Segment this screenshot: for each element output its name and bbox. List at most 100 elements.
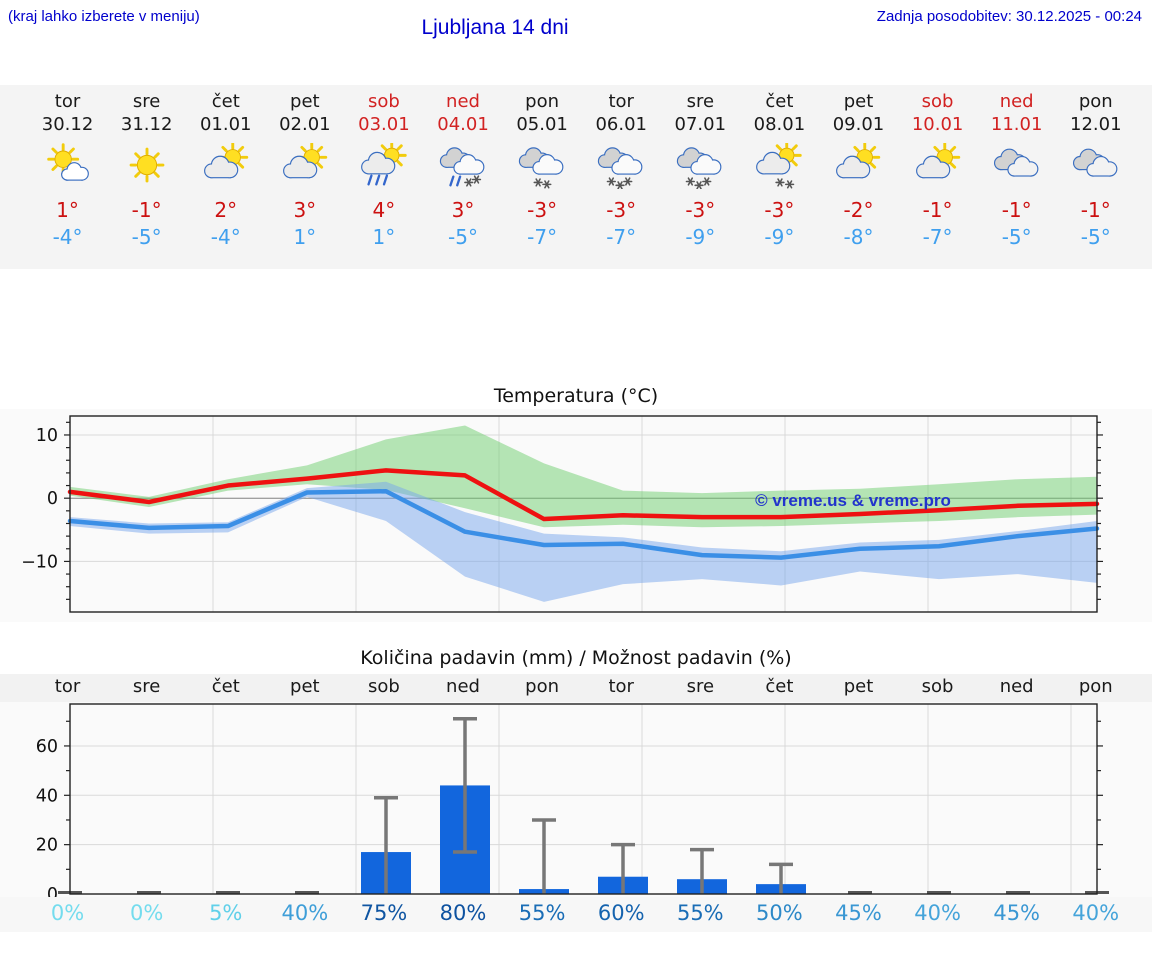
day-column: ned 04.01 3° -5°: [423, 85, 502, 269]
precip-day-label: pon: [525, 676, 560, 697]
day-column: sre 31.12 -1° -5°: [107, 85, 186, 269]
weather-icon-slot: [661, 136, 740, 196]
weather-icon-slot: [740, 136, 819, 196]
day-name: pet: [843, 91, 874, 112]
day-column: pon 05.01 -3° -7°: [503, 85, 582, 269]
clouds-snow-3-icon: [677, 147, 722, 189]
temp-ytick-label: 10: [36, 426, 58, 446]
precip-probability: 0%: [129, 901, 164, 925]
precip-ytick-label: 40: [36, 786, 58, 806]
day-name: čet: [765, 91, 794, 112]
precip-probability: 80%: [439, 901, 487, 925]
day-column: ned 11.01 -1° -5°: [977, 85, 1056, 269]
day-date: 01.01: [199, 114, 252, 135]
precipitation-chart: 0 20 40 60: [0, 702, 1152, 898]
day-column: sob 10.01 -1° -7°: [898, 85, 977, 269]
menu-hint: (kraj lahko izberete v meniju): [8, 8, 200, 25]
day-name: sre: [686, 91, 715, 112]
cloud-sun-icon: [836, 143, 881, 179]
temp-high: -1°: [131, 198, 162, 222]
temp-high: 1°: [56, 198, 79, 222]
day-date: 05.01: [516, 114, 568, 135]
precip-probability: 55%: [518, 901, 566, 925]
page-title: Ljubljana 14 dni: [421, 16, 569, 39]
day-column: tor 06.01 -3° -7°: [582, 85, 661, 269]
precip-day-label: tor: [54, 676, 81, 697]
temp-low: -5°: [1001, 225, 1032, 249]
precip-day-label: sre: [132, 676, 161, 697]
day-date: 04.01: [437, 114, 489, 135]
temperature-chart-title: Temperatura (°C): [493, 385, 659, 407]
day-date: 11.01: [990, 114, 1043, 135]
day-name: tor: [54, 91, 81, 112]
temp-high: -3°: [606, 198, 637, 222]
temp-low: -7°: [922, 225, 953, 249]
precip-probability: 75%: [360, 901, 408, 925]
precip-day-label: sob: [921, 676, 954, 697]
precip-day-label: sob: [368, 676, 400, 697]
temp-high: -1°: [1001, 198, 1032, 222]
day-date: 10.01: [911, 114, 964, 135]
temp-high: -3°: [764, 198, 795, 222]
precip-probability: 40%: [914, 901, 961, 925]
temp-high: -1°: [922, 198, 953, 222]
min-range-band: [70, 481, 1097, 602]
day-column: sre 07.01 -3° -9°: [661, 85, 740, 269]
precip-ytick-label: 60: [36, 737, 58, 757]
precip-day-label: ned: [446, 676, 480, 697]
day-name: sob: [368, 91, 400, 112]
day-column: pon 12.01 -1° -5°: [1056, 85, 1135, 269]
max-range-band: [70, 425, 1097, 528]
weather-icon-slot: [1056, 136, 1135, 196]
sun-small-cloud-icon: [46, 143, 89, 181]
precip-ytick-label: 20: [36, 836, 58, 856]
weather-icon-slot: [503, 136, 582, 196]
precip-day-label: sre: [686, 676, 715, 697]
temp-low: -5°: [1080, 225, 1111, 249]
day-forecast-strip: tor 30.12 1° -4° sre 31.12 -1° -5° čet 01.01 2° -4°…: [0, 85, 1152, 269]
temp-low: -7°: [527, 225, 558, 249]
day-date: 08.01: [753, 114, 806, 135]
temp-low: -5°: [131, 225, 162, 249]
precip-probability: 60%: [597, 901, 645, 925]
temp-low: -4°: [52, 225, 83, 249]
day-column: pet 02.01 3° 1°: [265, 85, 344, 269]
precip-day-label: ned: [999, 676, 1034, 697]
precip-day-label: pet: [290, 676, 320, 697]
day-date: 12.01: [1070, 114, 1122, 135]
precip-day-label: tor: [608, 676, 634, 697]
temp-low: -4°: [210, 225, 241, 249]
temp-low: -9°: [764, 225, 795, 249]
temp-high: 3°: [451, 198, 475, 222]
cloud-sun-rain-icon: [361, 143, 407, 186]
weather-icon-slot: [344, 136, 423, 196]
day-column: pet 09.01 -2° -8°: [819, 85, 898, 269]
day-column: čet 01.01 2° -4°: [186, 85, 265, 269]
day-name: sob: [921, 91, 954, 112]
weather-icon-slot: [582, 136, 661, 196]
precip-ytick-label: 0: [47, 885, 58, 898]
day-name: tor: [608, 91, 634, 112]
temp-high: -3°: [685, 198, 716, 222]
precip-probability: 50%: [756, 901, 803, 925]
weather-icon-slot: [186, 136, 265, 196]
precip-probability: 5%: [209, 901, 243, 925]
precip-day-label: čet: [765, 676, 794, 697]
temp-low: 1°: [372, 225, 396, 249]
day-name: sre: [132, 91, 161, 112]
temp-high: 2°: [214, 198, 238, 222]
day-date: 02.01: [279, 114, 331, 135]
temp-high: -2°: [843, 198, 874, 222]
day-date: 03.01: [358, 114, 410, 135]
watermark-link[interactable]: © vreme.us & vreme.pro: [755, 491, 951, 510]
day-column: tor 30.12 1° -4°: [28, 85, 107, 269]
precipitation-probability-row: 0% 0% 5% 40% 75% 80% 55% 60% 55% 50% 45% 40% 45% 40%: [0, 897, 1152, 932]
day-name: ned: [999, 91, 1034, 112]
temp-high: -3°: [527, 198, 558, 222]
weather-icon-slot: [265, 136, 344, 196]
temp-ytick-label: −10: [21, 552, 58, 572]
temp-low: -9°: [685, 225, 716, 249]
precip-day-label: čet: [211, 676, 240, 697]
cloud-sun-icon: [915, 143, 960, 179]
